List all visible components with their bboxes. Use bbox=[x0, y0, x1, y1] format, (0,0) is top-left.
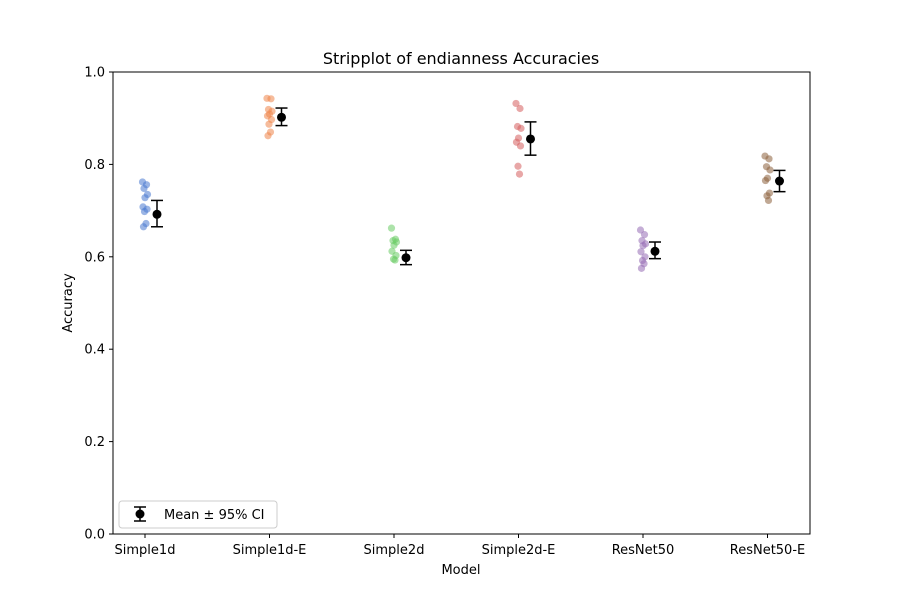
strip-point bbox=[640, 231, 649, 239]
plot-frame bbox=[112, 71, 811, 535]
legend-label: Mean ± 95% CI bbox=[164, 508, 265, 523]
x-tick-label: Simple2d bbox=[364, 543, 425, 558]
chart-title: Stripplot of endianness Accuracies bbox=[323, 49, 599, 68]
strip-point bbox=[265, 120, 273, 128]
y-tick-label: 0.2 bbox=[84, 435, 105, 450]
strip-point bbox=[764, 196, 773, 205]
strip-point bbox=[139, 223, 148, 231]
strip-point bbox=[517, 124, 525, 132]
legend-box bbox=[118, 500, 278, 529]
mean-marker bbox=[526, 134, 535, 144]
mean-marker bbox=[775, 176, 784, 186]
y-tick-label: 0.6 bbox=[84, 250, 105, 265]
strip-point bbox=[264, 132, 272, 140]
x-tick-label: Simple1d bbox=[115, 543, 176, 558]
strip-point bbox=[514, 162, 522, 170]
x-tick-label: ResNet50 bbox=[612, 543, 675, 558]
legend: Mean ± 95% CI bbox=[118, 500, 278, 529]
strip-point bbox=[140, 207, 149, 216]
strip-point bbox=[141, 194, 149, 202]
strip-point bbox=[761, 176, 770, 185]
strip-point bbox=[637, 264, 646, 272]
mean-marker bbox=[650, 246, 660, 256]
x-tick-label: ResNet50-E bbox=[730, 543, 806, 558]
strip-point bbox=[390, 241, 398, 249]
strip-point bbox=[516, 104, 524, 113]
y-axis-label: Accuracy bbox=[61, 273, 76, 333]
mean-marker bbox=[401, 253, 411, 263]
strip-point bbox=[765, 155, 773, 163]
strip-point bbox=[766, 166, 774, 174]
strip-point bbox=[267, 95, 275, 103]
mean-marker bbox=[152, 209, 162, 219]
strip-point bbox=[515, 170, 524, 178]
y-tick-label: 0.8 bbox=[84, 158, 105, 173]
strip-point bbox=[512, 99, 520, 108]
strip-point bbox=[387, 224, 396, 232]
y-tick-label: 0.0 bbox=[84, 528, 105, 543]
legend-mean-marker bbox=[135, 509, 145, 519]
x-tick-label: Simple1d-E bbox=[233, 543, 307, 558]
strip-point bbox=[391, 256, 399, 264]
mean-marker bbox=[277, 112, 286, 122]
x-tick-label: Simple2d-E bbox=[482, 543, 556, 558]
y-tick-label: 0.4 bbox=[84, 343, 105, 358]
strip-point bbox=[140, 184, 148, 193]
strip-point bbox=[637, 248, 645, 256]
strip-point bbox=[639, 242, 647, 250]
x-axis-label: Model bbox=[441, 563, 480, 578]
y-tick-label: 1.0 bbox=[84, 66, 105, 81]
strip-point bbox=[516, 142, 525, 150]
